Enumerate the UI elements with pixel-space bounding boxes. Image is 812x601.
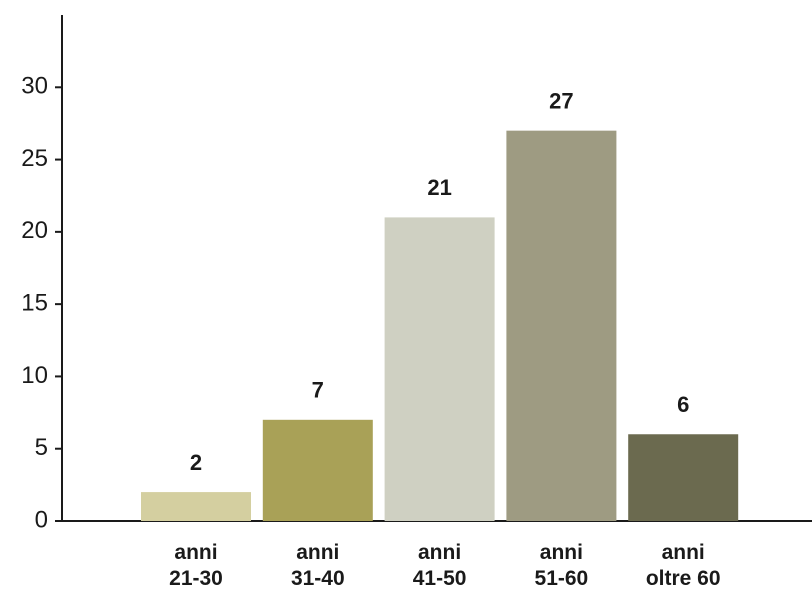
x-tick-label: anni 41-50 bbox=[412, 541, 467, 590]
y-tick-label: 25 bbox=[21, 145, 48, 172]
value-label: 7 bbox=[312, 378, 324, 403]
bar bbox=[628, 434, 739, 521]
x-tick-label: anni 51-60 bbox=[534, 541, 589, 590]
y-tick-label: 5 bbox=[35, 434, 48, 461]
bar bbox=[506, 130, 617, 521]
y-tick-label: 20 bbox=[21, 217, 48, 244]
value-label: 27 bbox=[549, 88, 573, 113]
x-tick-label: anni 31-40 bbox=[290, 541, 345, 590]
bar bbox=[141, 492, 251, 521]
x-tick-label: anni 21-30 bbox=[169, 541, 223, 590]
value-label: 21 bbox=[427, 175, 451, 200]
value-label: 6 bbox=[677, 392, 689, 417]
y-tick-label: 0 bbox=[35, 506, 48, 533]
y-tick-label: 15 bbox=[21, 289, 48, 316]
bar bbox=[262, 419, 373, 521]
y-tick-label: 10 bbox=[21, 362, 48, 389]
value-label: 2 bbox=[190, 450, 202, 475]
bar bbox=[384, 217, 495, 521]
x-tick-label: anni oltre 60 bbox=[645, 541, 721, 590]
y-tick-label: 30 bbox=[21, 73, 48, 100]
